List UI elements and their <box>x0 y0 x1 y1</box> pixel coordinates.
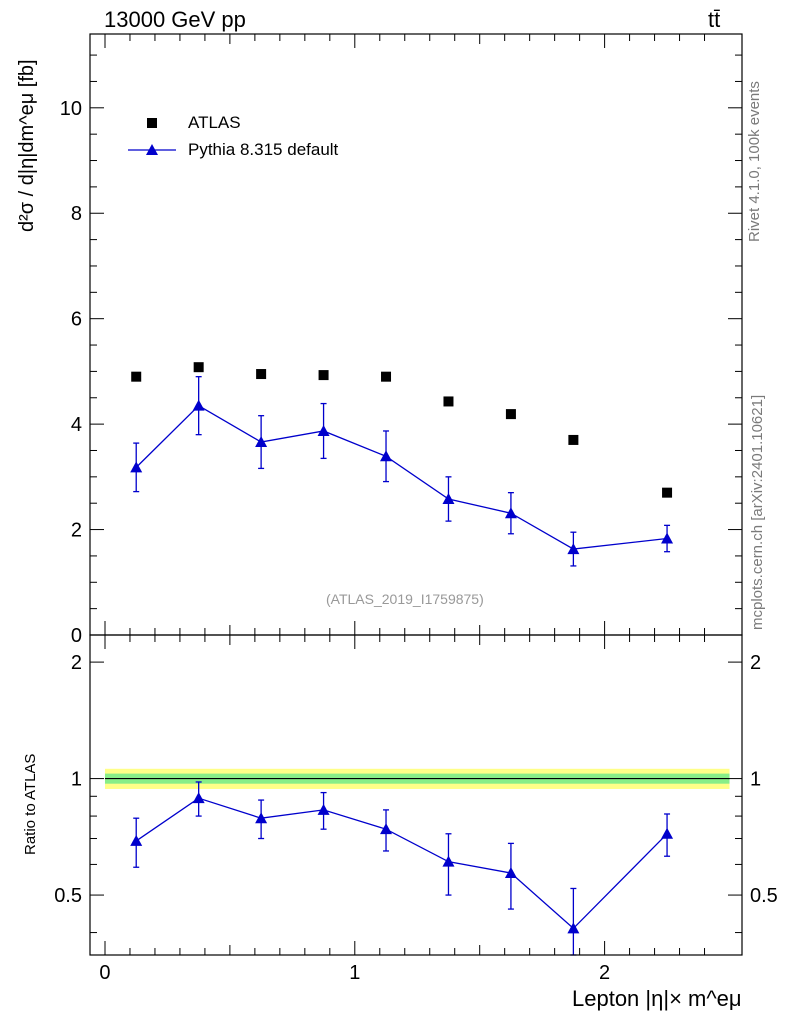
ratio-point <box>255 812 268 824</box>
ratio-y-tick-label-right: 1 <box>750 769 761 791</box>
main-y-axis-label: d²σ / d|η|dm^eμ [fb] <box>16 59 38 232</box>
main-y-tick-label: 6 <box>71 309 82 331</box>
legend-mc-label: Pythia 8.315 default <box>188 140 339 159</box>
data-point <box>318 370 329 381</box>
data-point <box>131 371 142 382</box>
mc-line <box>135 404 668 550</box>
source-text: mcplots.cern.ch [arXiv:2401.10621] <box>749 394 766 630</box>
legend-mc-marker <box>146 144 158 155</box>
process-label: tt̄ <box>708 7 721 32</box>
ratio-point <box>130 834 143 846</box>
ratio-point <box>661 827 674 839</box>
mc-point <box>255 436 268 448</box>
mc-points <box>130 399 674 555</box>
ratio-point <box>380 823 393 835</box>
data-point <box>443 396 454 407</box>
mc-point <box>192 399 205 411</box>
mc-point <box>317 424 330 436</box>
ratio-point <box>192 792 205 804</box>
data-point <box>505 409 516 420</box>
analysis-watermark: (ATLAS_2019_I1759875) <box>326 591 484 607</box>
ratio-y-tick-label-left: 0.5 <box>54 885 82 907</box>
ratio-y-tick-label-right: 0.5 <box>750 885 778 907</box>
data-points <box>131 362 673 498</box>
ratio-series-line <box>135 797 668 930</box>
x-axis-label: Lepton |η|× m^eμ <box>572 986 742 1011</box>
mc-point <box>380 450 393 462</box>
ratio-uncertainty-band <box>104 768 730 789</box>
main-y-tick-label: 8 <box>71 203 82 225</box>
x-tick-labels: 0 1 2 <box>99 962 610 984</box>
ratio-y-tick-label-left: 1 <box>71 769 82 791</box>
main-y-tick-labels: 0 2 4 6 8 10 <box>60 98 82 647</box>
ratio-y-tick-label-right: 2 <box>750 652 761 674</box>
mc-error-bars <box>133 376 671 567</box>
data-point <box>193 362 204 373</box>
ratio-y-tick-labels: 0.5 0.5 1 1 2 2 <box>54 652 778 907</box>
mc-point <box>442 492 455 504</box>
ratio-points <box>130 792 674 934</box>
main-y-tick-label: 0 <box>71 625 82 647</box>
ratio-axis-ticks <box>90 635 742 955</box>
ratio-line <box>135 797 668 930</box>
legend-data-marker <box>147 118 157 128</box>
ratio-error-bars <box>133 781 671 956</box>
ratio-frame <box>89 634 743 956</box>
x-tick-label: 1 <box>349 962 360 984</box>
mc-point <box>567 543 580 555</box>
mc-series-line <box>135 404 668 550</box>
energy-label: 13000 GeV pp <box>104 7 246 32</box>
legend-data-label: ATLAS <box>188 113 241 132</box>
ratio-point <box>442 855 455 867</box>
mc-point <box>130 461 143 473</box>
x-tick-label: 0 <box>99 962 110 984</box>
data-point <box>381 371 392 382</box>
data-point <box>568 434 579 445</box>
main-y-tick-label: 10 <box>60 98 82 120</box>
main-axis-ticks <box>90 34 742 636</box>
mc-point <box>504 507 517 519</box>
data-point <box>256 369 267 380</box>
data-point <box>662 487 673 498</box>
ratio-y-axis-label: Ratio to ATLAS <box>22 753 39 855</box>
rivet-version-text: Rivet 4.1.0, 100k events <box>746 81 763 242</box>
ratio-point <box>504 867 517 879</box>
x-tick-label: 2 <box>599 962 610 984</box>
main-y-tick-label: 2 <box>71 520 82 542</box>
ratio-y-tick-label-left: 2 <box>71 652 82 674</box>
main-y-tick-label: 4 <box>71 414 82 436</box>
mc-point <box>661 532 674 544</box>
ratio-point <box>567 922 580 934</box>
ratio-point <box>317 803 330 815</box>
